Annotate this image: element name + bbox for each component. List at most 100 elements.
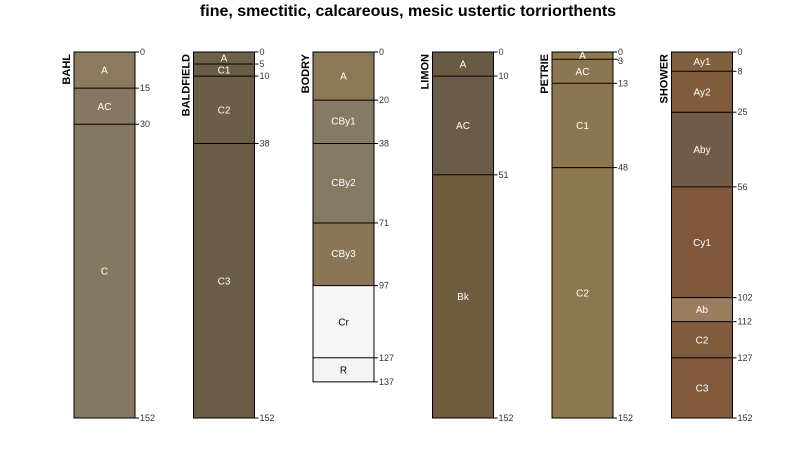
profile-name-bahl: BAHL: [61, 54, 73, 85]
horizon-bahl-2: [74, 124, 135, 418]
horizon-bodry-0: [313, 52, 374, 101]
depth-label-bahl-1: 15: [140, 83, 150, 93]
depth-label-petrie-3: 48: [618, 163, 628, 173]
depth-label-shower-4: 102: [738, 293, 753, 303]
depth-label-shower-3: 56: [738, 182, 748, 192]
horizon-label-bahl-0: A: [101, 66, 108, 77]
depth-label-shower-1: 8: [738, 66, 743, 76]
horizon-label-baldfield-1: C1: [218, 66, 231, 77]
depth-label-bodry-5: 127: [379, 353, 394, 363]
depth-label-bodry-1: 20: [379, 95, 389, 105]
horizon-label-petrie-3: C2: [576, 288, 589, 299]
horizon-label-baldfield-2: C2: [218, 105, 231, 116]
depth-label-baldfield-1: 5: [260, 59, 265, 69]
horizon-label-shower-1: Ay2: [693, 87, 710, 98]
profile-outline-baldfield: [193, 51, 255, 419]
profile-outline-shower: [671, 51, 733, 419]
horizon-limon-0: [432, 52, 494, 77]
profile-name-baldfield: BALDFIELD: [181, 54, 193, 116]
depth-leader-petrie-1: [616, 58, 620, 62]
horizon-bodry-4: [313, 285, 374, 358]
horizon-petrie-1: [552, 59, 613, 84]
horizon-label-bahl-1: AC: [98, 102, 112, 113]
profile-name-petrie: PETRIE: [539, 54, 551, 94]
depth-label-shower-0: 0: [738, 47, 743, 57]
horizon-baldfield-0: [193, 52, 255, 65]
horizon-baldfield-3: [193, 143, 255, 418]
horizon-bodry-3: [313, 222, 374, 286]
depth-label-petrie-1: 3: [618, 56, 623, 66]
depth-label-shower-2: 25: [738, 107, 748, 117]
profile-name-limon: LIMON: [420, 54, 432, 89]
depth-label-baldfield-3: 38: [260, 139, 270, 149]
depth-label-bodry-0: 0: [379, 47, 384, 57]
depth-label-limon-2: 51: [499, 170, 509, 180]
horizon-shower-2: [671, 112, 733, 187]
horizon-label-bahl-2: C: [101, 267, 108, 278]
horizon-shower-6: [671, 357, 733, 418]
profile-outline-bahl: [73, 51, 136, 419]
horizon-shower-0: [671, 52, 733, 72]
profile-outline-bodry: [312, 51, 375, 383]
horizon-label-shower-6: C3: [696, 384, 709, 395]
depth-label-baldfield-0: 0: [260, 47, 265, 57]
depth-label-petrie-0: 0: [618, 47, 623, 57]
profile-name-shower: SHOWER: [659, 54, 671, 104]
horizon-shower-1: [671, 71, 733, 113]
horizon-label-petrie-2: C1: [576, 121, 589, 132]
horizon-bahl-0: [74, 52, 135, 89]
horizon-label-shower-0: Ay1: [693, 57, 710, 68]
depth-label-bodry-3: 71: [379, 218, 389, 228]
horizon-label-bodry-4: Cr: [338, 317, 349, 328]
horizon-bahl-1: [74, 88, 135, 125]
horizon-bodry-1: [313, 100, 374, 144]
depth-label-petrie-4: 152: [618, 413, 633, 423]
profile-name-bodry: BODRY: [300, 53, 312, 93]
horizon-label-baldfield-3: C3: [218, 276, 231, 287]
depth-label-baldfield-4: 152: [260, 413, 275, 423]
chart-title: fine, smectitic, calcareous, mesic uster…: [200, 3, 616, 20]
horizon-label-shower-3: Cy1: [693, 238, 711, 249]
horizon-label-limon-0: A: [460, 60, 467, 71]
depth-label-bahl-0: 0: [140, 47, 145, 57]
horizon-shower-4: [671, 297, 733, 322]
horizon-petrie-3: [552, 167, 613, 418]
horizon-baldfield-1: [193, 64, 255, 77]
depth-label-baldfield-2: 10: [260, 71, 270, 81]
depth-label-petrie-2: 13: [618, 78, 628, 88]
horizon-label-bodry-5: R: [340, 365, 347, 376]
horizon-petrie-2: [552, 83, 613, 168]
depth-label-bahl-2: 30: [140, 119, 150, 129]
horizon-bodry-2: [313, 143, 374, 223]
horizon-label-bodry-3: CBy3: [331, 249, 356, 260]
horizon-label-bodry-2: CBy2: [331, 178, 356, 189]
profile-outline-petrie: [551, 51, 614, 419]
depth-label-bodry-6: 137: [379, 377, 394, 387]
depth-label-shower-5: 112: [738, 317, 752, 327]
horizon-limon-2: [432, 174, 494, 418]
depth-label-limon-0: 0: [499, 47, 504, 57]
depth-label-bodry-2: 38: [379, 139, 389, 149]
depth-label-shower-7: 152: [738, 413, 753, 423]
depth-label-bodry-4: 97: [379, 281, 389, 291]
horizon-label-shower-2: Aby: [693, 145, 710, 156]
horizon-baldfield-2: [193, 76, 255, 144]
depth-label-shower-6: 127: [738, 353, 753, 363]
horizon-bodry-5: [313, 357, 374, 382]
horizon-label-bodry-1: CBy1: [331, 117, 356, 128]
horizon-limon-1: [432, 76, 494, 175]
horizon-label-petrie-1: AC: [576, 67, 590, 78]
horizon-label-petrie-0: A: [579, 51, 586, 62]
horizon-label-bodry-0: A: [340, 72, 347, 83]
horizon-petrie-0: [552, 52, 613, 60]
horizon-label-limon-2: Bk: [457, 292, 470, 303]
horizon-label-baldfield-0: A: [221, 54, 228, 65]
horizon-label-shower-4: Ab: [696, 305, 709, 316]
horizon-shower-3: [671, 186, 733, 298]
horizon-label-limon-1: AC: [456, 121, 470, 132]
horizon-label-shower-5: C2: [696, 335, 709, 346]
depth-label-bahl-3: 152: [140, 413, 155, 423]
depth-label-limon-3: 152: [499, 413, 514, 423]
